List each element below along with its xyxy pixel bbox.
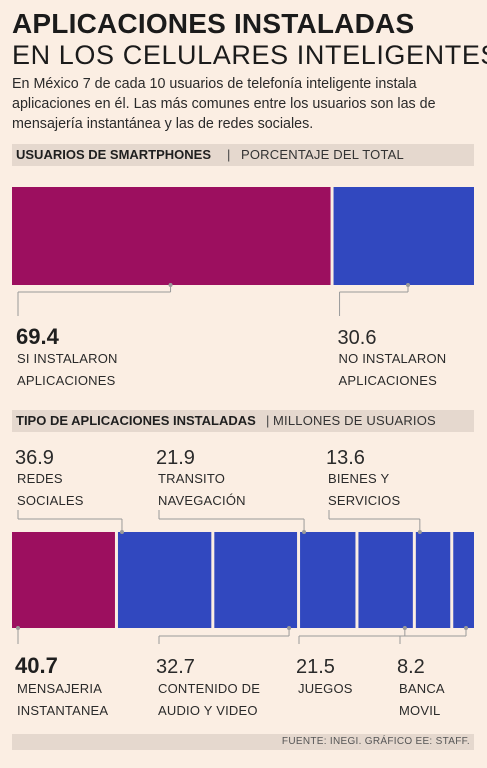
leader-dot bbox=[119, 530, 124, 534]
leader-dot bbox=[287, 626, 292, 630]
bar-segment bbox=[358, 532, 413, 628]
category-label: NO INSTALARON bbox=[339, 351, 447, 366]
value-label: 21.5 bbox=[296, 656, 335, 678]
value-label: 32.7 bbox=[156, 656, 195, 678]
section-header-app-types: TIPO DE APLICACIONES INSTALADAS | MILLON… bbox=[12, 410, 474, 432]
leader-dot bbox=[402, 626, 407, 630]
section-separator: | bbox=[227, 147, 231, 162]
category-label: SI INSTALARON bbox=[17, 351, 118, 366]
category-label: SOCIALES bbox=[17, 493, 84, 508]
source-text: FUENTE: INEGI. GRÁFICO EE: STAFF. bbox=[281, 736, 470, 747]
category-label: MOVIL bbox=[399, 703, 440, 718]
category-label: NAVEGACIÓN bbox=[158, 493, 246, 508]
bar-segment bbox=[415, 532, 451, 628]
bar-segment bbox=[12, 187, 331, 285]
bar-segment bbox=[300, 532, 356, 628]
leader-dot bbox=[168, 283, 173, 287]
section-unit: PORCENTAJE DEL TOTAL bbox=[241, 147, 404, 162]
bar-segment bbox=[117, 532, 212, 628]
section-title: TIPO DE APLICACIONES INSTALADAS bbox=[16, 413, 256, 428]
smartphone-users-chart: 69.4 SI INSTALARON APLICACIONES 30.6 NO INST… bbox=[12, 187, 474, 388]
value-label: 36.9 bbox=[15, 447, 54, 469]
source-note: FUENTE: INEGI. GRÁFICO EE: STAFF. bbox=[12, 734, 474, 750]
category-label: APLICACIONES bbox=[17, 373, 116, 388]
leader-dot bbox=[464, 626, 468, 630]
category-label: BIENES Y bbox=[328, 471, 389, 486]
leader-dot bbox=[417, 530, 422, 534]
section-separator: | bbox=[266, 413, 270, 428]
section-unit: MILLONES DE USUARIOS bbox=[273, 413, 436, 428]
app-types-chart: 40.7 MENSAJERIA INSTANTANEA 36.9 REDES SOCIAL… bbox=[12, 447, 474, 718]
leader-dot bbox=[302, 530, 307, 534]
category-label: MENSAJERIA bbox=[17, 681, 102, 696]
category-label: JUEGOS bbox=[298, 681, 353, 696]
category-label: APLICACIONES bbox=[339, 373, 438, 388]
value-label: 13.6 bbox=[326, 447, 365, 469]
bar-segment bbox=[214, 532, 298, 628]
value-label: 69.4 bbox=[16, 324, 60, 349]
leader-dot bbox=[406, 283, 410, 287]
category-label: REDES bbox=[17, 471, 63, 486]
category-label: BANCA bbox=[399, 681, 445, 696]
category-label: AUDIO Y VIDEO bbox=[158, 703, 258, 718]
category-label: SERVICIOS bbox=[328, 493, 400, 508]
category-label: CONTENIDO DE bbox=[158, 681, 260, 696]
value-label: 40.7 bbox=[15, 653, 58, 678]
category-label: INSTANTANEA bbox=[17, 703, 108, 718]
leader-dot bbox=[16, 626, 20, 630]
intro-text: En México 7 de cada 10 usuarios de telef… bbox=[12, 76, 436, 132]
category-label: TRANSITO bbox=[158, 471, 225, 486]
chart-title: APLICACIONES INSTALADAS bbox=[12, 8, 415, 39]
bar-segment bbox=[333, 187, 474, 285]
value-label: 8.2 bbox=[397, 656, 425, 678]
bar-segment bbox=[453, 532, 474, 628]
value-label: 30.6 bbox=[338, 327, 377, 349]
section-title: USUARIOS DE SMARTPHONES bbox=[16, 147, 212, 162]
value-label: 21.9 bbox=[156, 447, 195, 469]
bar-segment bbox=[12, 532, 115, 628]
section-header-smartphone-users: USUARIOS DE SMARTPHONES | PORCENTAJE DEL… bbox=[12, 144, 474, 166]
chart-subtitle: EN LOS CELULARES INTELIGENTES bbox=[12, 40, 487, 70]
